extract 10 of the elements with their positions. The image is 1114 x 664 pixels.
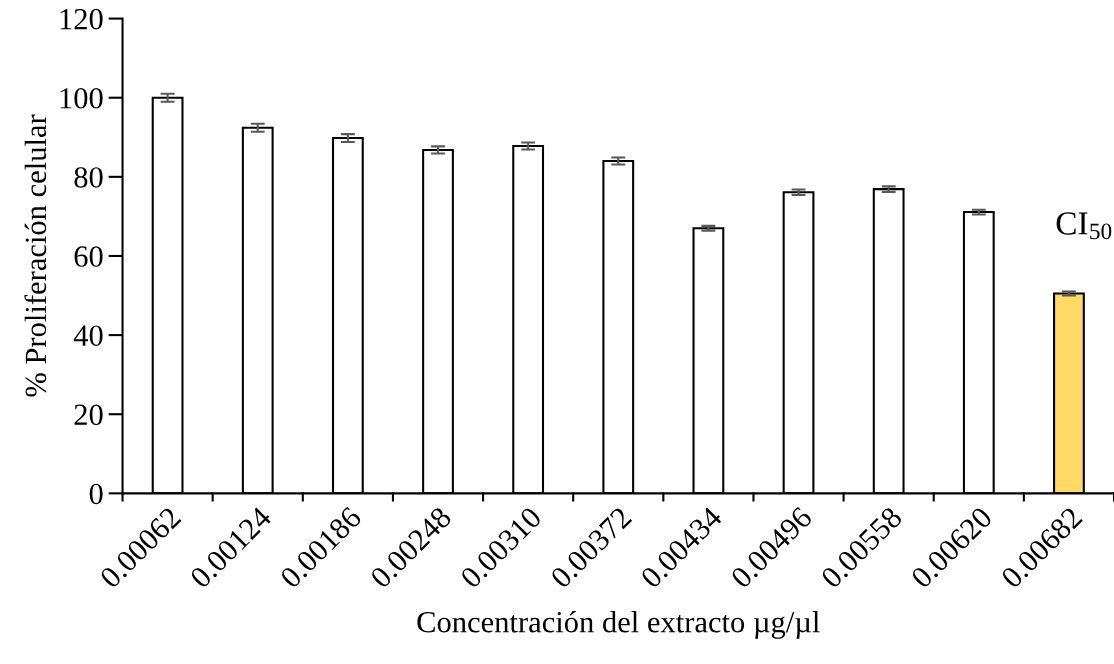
- annotation: CI$_{50}$: [1056, 212, 1112, 240]
- y-tick-label: 60: [74, 246, 103, 267]
- y-tick-label: 20: [74, 404, 103, 426]
- y-tick-label: 120: [60, 8, 103, 30]
- y-axis-title: % Proliferación celular: [24, 114, 47, 397]
- y-tick-label: 40: [73, 325, 103, 346]
- y-tick-label: 100: [60, 88, 103, 109]
- x-axis-title: Concentración del extracto µg/µl: [417, 610, 820, 639]
- y-tick-label: 80: [74, 167, 103, 188]
- y-tick-label: 0: [89, 483, 103, 505]
